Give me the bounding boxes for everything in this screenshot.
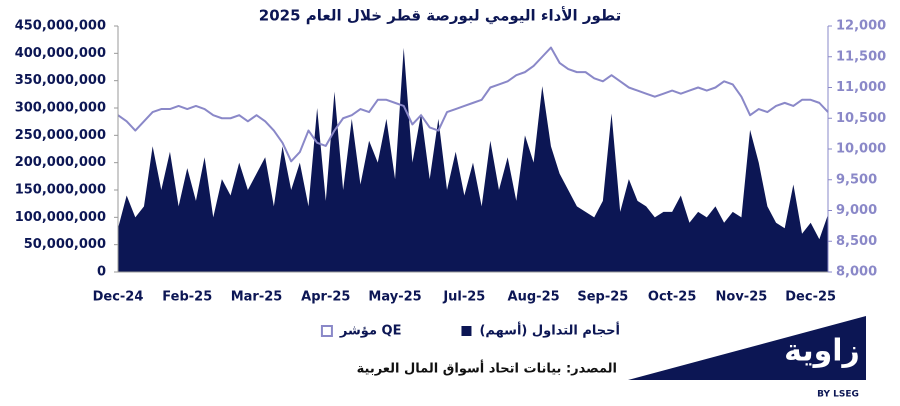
y2-tick-label: 9,000 — [836, 203, 877, 218]
x-tick-label: Nov-25 — [716, 290, 768, 305]
index-line — [117, 46, 829, 163]
x-tick-label: Sep-25 — [577, 290, 628, 305]
y2-tick-label: 11,500 — [836, 49, 886, 64]
y2-tick-label: 8,000 — [836, 265, 877, 280]
y2-tick-label: 8,500 — [836, 234, 877, 249]
legend-label: أحجام التداول (أسهم) — [479, 322, 620, 339]
x-tick-label: Aug-25 — [508, 290, 560, 305]
y2-tick-label: 10,000 — [836, 142, 886, 157]
chart-title: تطور الأداء اليومي لبورصة قطر خلال العام… — [259, 7, 621, 25]
source: المصدر: بيانات اتحاد أسواق المال العربية — [357, 360, 617, 377]
y-tick-label: 50,000,000 — [24, 237, 106, 252]
y2-tick-label: 10,500 — [836, 111, 886, 126]
y-tick-label: 0 — [97, 265, 106, 280]
y2-tick-label: 12,000 — [836, 19, 886, 34]
legend-marker — [461, 326, 472, 336]
y-tick-label: 250,000,000 — [15, 128, 106, 143]
volume-area — [118, 47, 828, 272]
y-tick-label: 350,000,000 — [15, 73, 106, 88]
x-tick-label: Oct-25 — [648, 290, 696, 305]
y-tick-label: 450,000,000 — [15, 19, 106, 34]
x-tick-label: Feb-25 — [162, 290, 212, 305]
y-tick-label: 400,000,000 — [15, 46, 106, 61]
legend-marker — [320, 325, 333, 337]
logo-name: زاوية — [784, 334, 860, 369]
y-tick-label: 150,000,000 — [15, 183, 106, 198]
logo-shape — [628, 316, 866, 380]
x-tick-label: Dec-25 — [785, 290, 836, 305]
y-tick-label: 200,000,000 — [15, 155, 106, 170]
x-tick-label: May-25 — [368, 290, 421, 305]
y-tick-label: 300,000,000 — [15, 101, 106, 116]
y2-tick-label: 9,500 — [836, 172, 877, 187]
y-tick-label: 100,000,000 — [15, 210, 106, 225]
x-tick-label: Dec-24 — [93, 290, 144, 305]
y2-tick-label: 11,000 — [836, 80, 886, 95]
legend-label: مؤشر QE — [339, 324, 402, 339]
logo-byline: BY LSEG — [817, 390, 859, 400]
x-tick-label: Jul-25 — [442, 290, 485, 305]
x-tick-label: Apr-25 — [301, 290, 350, 305]
x-tick-label: Mar-25 — [231, 290, 283, 305]
